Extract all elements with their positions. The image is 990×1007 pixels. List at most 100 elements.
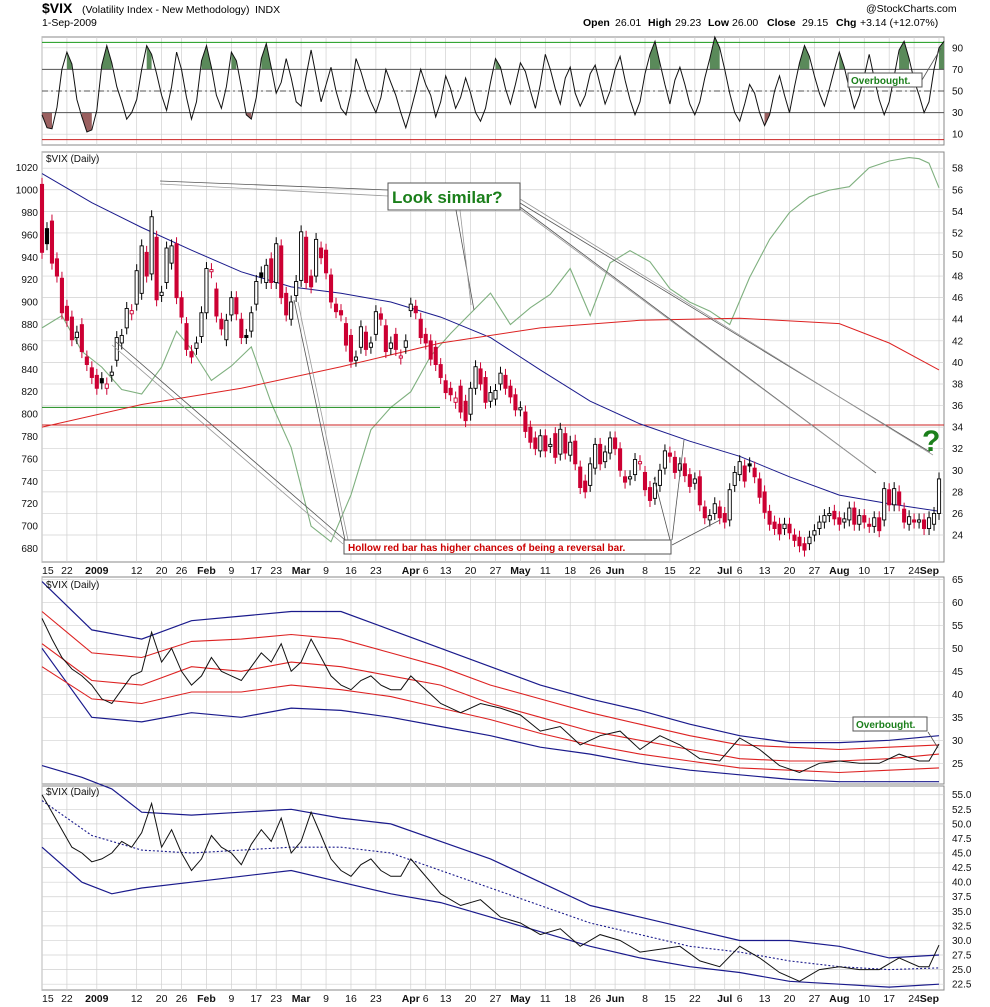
candle-body [189, 351, 194, 358]
overbought-zone [146, 45, 152, 70]
candle-body [413, 305, 418, 314]
x-tick-label: 9 [228, 993, 234, 1005]
candle-body [69, 316, 74, 341]
candle-body [119, 334, 124, 344]
candle-body [558, 428, 563, 455]
candle-body [44, 228, 50, 245]
candle-body [184, 323, 189, 350]
spx-tick-label: 720 [21, 499, 38, 510]
candle-body [209, 269, 214, 273]
candle-body [423, 333, 428, 344]
candle-body [887, 489, 892, 506]
bollinger-upper-blue [41, 581, 940, 744]
candle-body [408, 303, 413, 312]
x-tick-label: 10 [858, 993, 870, 1005]
candle-body [523, 411, 528, 432]
overbought-zone [899, 41, 910, 70]
low-value: 26.00 [732, 17, 758, 29]
high-value: 29.23 [675, 17, 701, 29]
x-tick-label: 20 [156, 993, 168, 1005]
candle-body [234, 297, 239, 315]
y-tick-label: 30 [952, 108, 964, 119]
x-tick-label: 17 [883, 565, 895, 577]
x-tick-label: Feb [197, 565, 216, 577]
candle-body [792, 534, 797, 541]
candle-body [807, 536, 812, 545]
spx-tick-label: 940 [21, 253, 38, 264]
candle-body [882, 488, 887, 521]
oversold-zone [42, 112, 52, 129]
candle-body [618, 448, 623, 471]
candle-body [453, 397, 458, 403]
x-tick-label: 10 [858, 565, 870, 577]
y-tick-label: 35.0 [952, 907, 972, 918]
x-tick-label: 15 [664, 565, 676, 577]
candle-body [324, 249, 329, 274]
candle-body [847, 507, 852, 521]
bollinger-panel-label: $VIX (Daily) [46, 580, 99, 591]
x-tick-label: 20 [784, 565, 796, 577]
candle-body [64, 305, 69, 321]
x-tick-label: 26 [589, 565, 601, 577]
candle-body [49, 220, 55, 264]
y-tick-label: 44 [952, 315, 964, 326]
chg-label: Chg [836, 17, 856, 29]
spx-tick-label: 740 [21, 477, 38, 488]
candle-body [284, 292, 289, 316]
candle-body [857, 515, 862, 525]
candle-body [657, 469, 662, 486]
candle-body [697, 476, 702, 506]
candle-body [483, 377, 488, 403]
x-tick-label: Jul [717, 993, 732, 1005]
bollinger-upper-red [41, 611, 940, 751]
x-tick-label: 18 [564, 565, 576, 577]
x-tick-label: 15 [42, 565, 54, 577]
x-tick-label: 17 [883, 993, 895, 1005]
candle-body [732, 471, 737, 486]
candle-body [912, 519, 917, 523]
x-tick-label: 23 [270, 565, 282, 577]
candle-body [842, 518, 847, 523]
y-tick-label: 50 [952, 87, 964, 98]
overbought-zone [101, 45, 112, 70]
candle-body [538, 435, 543, 452]
candle-body [473, 366, 478, 389]
y-tick-label: 50 [952, 644, 964, 655]
candle-body [767, 510, 772, 525]
candle-body [194, 342, 199, 349]
candle-body [727, 489, 732, 521]
ma-short-line [41, 173, 940, 512]
y-tick-label: 10 [952, 130, 964, 141]
candle-body [787, 523, 792, 534]
candle-body [383, 325, 388, 353]
candle-body [144, 251, 149, 277]
x-tick-label: 12 [131, 565, 143, 577]
candle-body [54, 258, 60, 277]
spx-tick-label: 900 [21, 298, 38, 309]
x-tick-label: 6 [737, 565, 743, 577]
candle-body [837, 517, 842, 525]
y-tick-label: 90 [952, 43, 964, 54]
chart-symbol: $VIX [42, 0, 73, 16]
candle-body [269, 258, 274, 284]
y-tick-label: 70 [952, 65, 964, 76]
bollinger-lower-red [41, 666, 940, 774]
candle-body [94, 374, 99, 389]
candle-body [613, 437, 618, 450]
y-tick-label: 50 [952, 250, 964, 261]
x-tick-label: 27 [809, 565, 821, 577]
candle-body [39, 183, 45, 253]
x-tick-label: 22 [61, 993, 73, 1005]
x-tick-label: 24 [908, 993, 920, 1005]
envelope-sma-dotted [41, 800, 940, 971]
candle-body [259, 272, 264, 278]
candle-body [468, 387, 473, 415]
candle-body [508, 385, 513, 398]
candle-body [757, 478, 762, 498]
overbought-mid-text: Overbought. [856, 720, 916, 731]
candle-body [802, 543, 807, 551]
candle-body [458, 385, 463, 413]
x-tick-label: 12 [131, 993, 143, 1005]
candle-body [109, 371, 114, 376]
